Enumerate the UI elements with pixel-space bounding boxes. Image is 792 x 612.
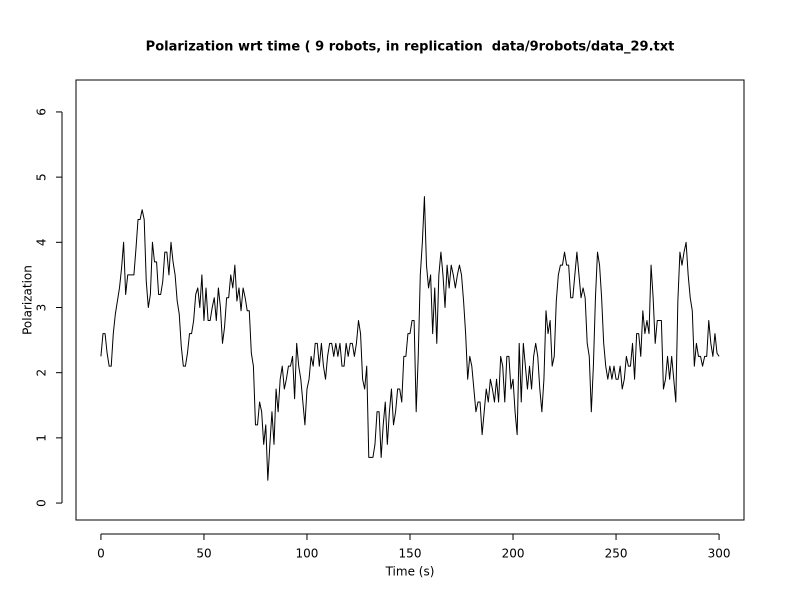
x-axis-label: Time (s) [385, 565, 435, 579]
x-tick-label: 300 [708, 547, 731, 561]
x-tick-label: 150 [399, 547, 422, 561]
y-tick-label: 4 [35, 238, 49, 246]
x-tick-label: 200 [502, 547, 525, 561]
x-tick-label: 50 [196, 547, 211, 561]
x-tick-label: 250 [605, 547, 628, 561]
chart-title: Polarization wrt time ( 9 robots, in rep… [146, 40, 675, 55]
plot-box [75, 79, 745, 521]
y-tick-label: 5 [35, 173, 49, 181]
y-tick-label: 1 [35, 434, 49, 442]
y-tick-label: 2 [35, 369, 49, 377]
x-tick-label: 100 [296, 547, 319, 561]
y-tick-label: 6 [35, 108, 49, 116]
y-tick-label: 0 [35, 499, 49, 507]
x-tick-label: 0 [97, 547, 105, 561]
y-axis-label: Polarization [21, 265, 35, 335]
series-line [100, 196, 720, 481]
y-tick-label: 3 [35, 304, 49, 312]
